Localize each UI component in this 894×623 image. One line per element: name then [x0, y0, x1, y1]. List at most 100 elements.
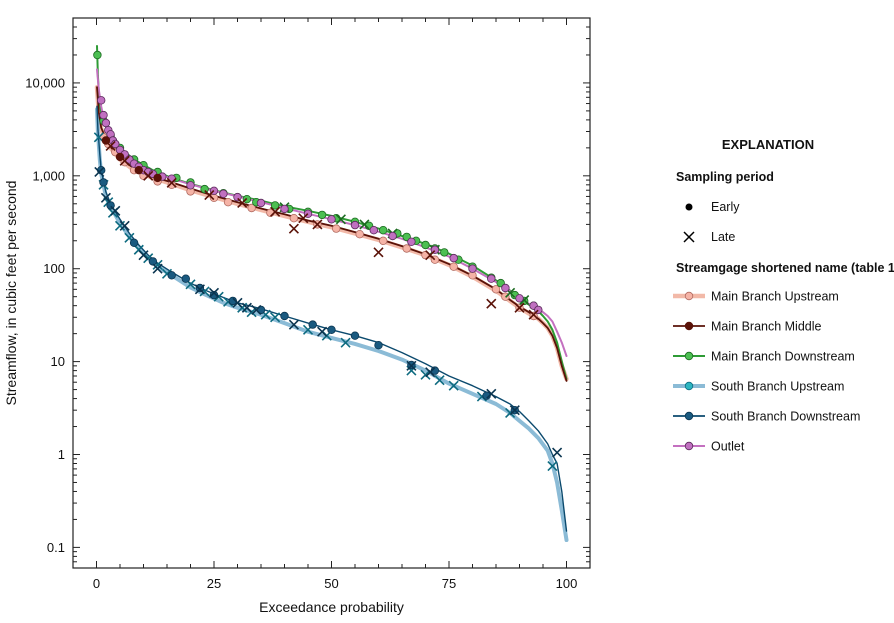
late-point-south-branch-downstream [110, 205, 121, 216]
early-point-main-branch-upstream [289, 213, 299, 223]
early-point-outlet [468, 264, 477, 273]
legend-early-marker [685, 203, 693, 211]
legend-label-main-branch-middle: Main Branch Middle [711, 320, 822, 334]
late-point-main-branch-middle [237, 197, 248, 209]
early-point-outlet [407, 237, 416, 246]
early-point-main-branch-upstream [529, 311, 538, 321]
early-point-south-branch-downstream [195, 283, 205, 293]
late-point-south-branch-downstream [425, 367, 436, 378]
early-point-south-branch-downstream [308, 320, 317, 329]
early-point-south-branch-downstream [280, 311, 289, 321]
early-point-south-branch-downstream [327, 325, 336, 334]
early-point-main-branch-middle [134, 165, 143, 175]
legend-entry-south-branch-downstream: South Branch Downstream [673, 410, 860, 424]
y-tick-label: 10,000 [25, 75, 65, 90]
early-point-outlet [219, 189, 228, 198]
legend-entry-main-branch-downstream: Main Branch Downstream [673, 350, 855, 364]
late-point-south-branch-downstream [94, 166, 105, 178]
series-line-south-branch-upstream [95, 107, 569, 542]
early-point-main-branch-downstream [317, 210, 327, 220]
late-point-main-branch-middle [166, 177, 177, 188]
early-point-outlet [167, 174, 176, 183]
early-point-main-branch-upstream [449, 262, 458, 271]
legend-series-entries: Main Branch Upstream Main Branch Middle Ma… [673, 290, 860, 454]
legend-entry-main-branch-middle: Main Branch Middle [673, 320, 822, 334]
series-line-main-branch-upstream [94, 84, 569, 382]
x-tick-label: 100 [556, 576, 578, 591]
late-point-south-branch-upstream [114, 220, 126, 231]
late-point-south-branch-downstream [406, 360, 417, 371]
axis-ticks: 0 25 50 75 100 0.1 1 10 100 1,000 10,000 [25, 18, 591, 591]
late-point-south-branch-downstream [232, 297, 243, 308]
late-point-south-branch-upstream [420, 369, 431, 380]
legend-entry-south-branch-upstream: South Branch Upstream [673, 380, 844, 394]
late-point-south-branch-downstream [251, 304, 262, 315]
late-point-main-branch-middle [143, 170, 154, 181]
legend-late-label: Late [711, 230, 735, 244]
legend-entry-outlet: Outlet [673, 440, 745, 454]
late-point-south-branch-downstream [509, 405, 520, 416]
legend-marker-outlet [684, 441, 694, 451]
early-point-outlet [487, 274, 496, 283]
x-tick-label: 50 [324, 576, 338, 591]
early-point-main-branch-downstream [270, 201, 280, 210]
early-point-outlet [233, 192, 242, 202]
early-point-south-branch-downstream [148, 257, 158, 266]
series-line-outlet [96, 68, 568, 357]
early-point-main-branch-upstream [247, 203, 256, 213]
y-tick-label: 1 [58, 447, 65, 462]
early-point-outlet [280, 204, 289, 214]
legend-label-main-branch-upstream: Main Branch Upstream [711, 290, 839, 304]
early-point-south-branch-downstream [350, 331, 360, 340]
late-point-south-branch-downstream [138, 250, 149, 261]
late-point-main-branch-downstream [359, 219, 370, 230]
late-point-main-branch-middle [528, 309, 539, 320]
series-markers [93, 50, 563, 472]
late-point-south-branch-upstream [448, 380, 459, 391]
legend-label-main-branch-downstream: Main Branch Downstream [711, 350, 855, 364]
early-point-main-branch-upstream [332, 224, 341, 233]
y-tick-label: 0.1 [47, 540, 65, 555]
early-point-south-branch-downstream [374, 341, 383, 350]
late-point-south-branch-upstream [434, 375, 445, 386]
series-line-south-branch-downstream [96, 105, 568, 532]
early-point-south-branch-downstream [181, 274, 190, 283]
y-tick-label: 1,000 [32, 168, 65, 183]
late-point-main-branch-middle [425, 250, 436, 261]
late-point-main-branch-middle [298, 213, 309, 224]
early-point-main-branch-upstream [491, 285, 501, 294]
early-point-main-branch-upstream [402, 244, 411, 253]
early-point-south-branch-downstream [129, 238, 139, 247]
legend-label-outlet: Outlet [711, 440, 745, 454]
x-axis-title: Exceedance probability [259, 599, 404, 615]
legend-marker-south-branch-downstream [684, 411, 694, 421]
early-point-outlet [350, 220, 360, 230]
y-axis-title: Streamflow, in cubic feet per second [3, 181, 19, 406]
late-point-south-branch-downstream [194, 284, 205, 295]
y-tick-label: 10 [51, 354, 65, 369]
legend-streamgage-heading: Streamgage shortened name (table 1) [676, 261, 894, 275]
legend: EXPLANATION Sampling period Early Late S… [673, 137, 894, 454]
legend-sampling-heading: Sampling period [676, 170, 774, 184]
legend-early-label: Early [711, 200, 740, 214]
late-point-main-branch-middle [270, 206, 281, 217]
early-point-south-branch-downstream [167, 271, 176, 280]
late-point-south-branch-downstream [152, 263, 163, 274]
late-point-south-branch-downstream [208, 287, 220, 298]
late-point-south-branch-upstream [270, 312, 281, 323]
early-point-main-branch-upstream [379, 236, 388, 245]
late-point-south-branch-downstream [317, 326, 328, 337]
legend-marker-main-branch-upstream [684, 291, 694, 301]
x-tick-label: 0 [93, 576, 100, 591]
late-point-south-branch-downstream [552, 447, 563, 458]
late-point-south-branch-downstream [241, 302, 252, 313]
late-point-main-branch-middle [204, 190, 215, 201]
early-point-south-branch-downstream [209, 290, 219, 300]
legend-marker-main-branch-middle [684, 321, 694, 331]
x-tick-label: 25 [207, 576, 221, 591]
y-tick-label: 100 [43, 261, 65, 276]
late-point-main-branch-middle [105, 140, 116, 151]
early-point-main-branch-upstream [223, 197, 233, 207]
early-point-outlet [327, 215, 336, 224]
